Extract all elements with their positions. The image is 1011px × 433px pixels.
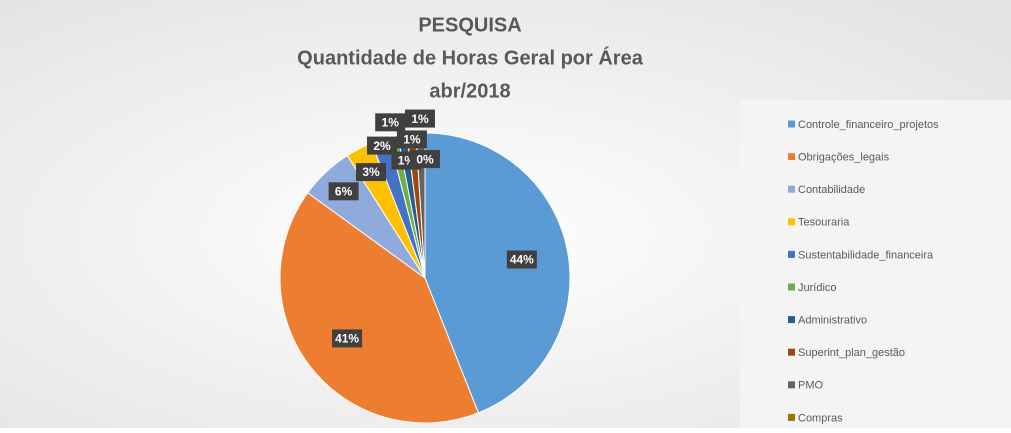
legend-swatch [788,250,795,258]
data-label-box [506,250,537,269]
data-label-box [404,109,435,128]
pie-slice [279,192,480,424]
legend-box [740,100,1011,428]
data-label: 1% [382,116,400,130]
legend-swatch [788,185,795,193]
chart-title: Quantidade de Horas Geral por Área [297,46,644,69]
data-label: 6% [335,184,353,198]
chart-title: PESQUISA [418,14,521,36]
data-label: 1% [403,133,421,147]
data-label: 1% [411,112,429,126]
data-label-box [396,130,427,149]
legend-swatch [788,348,795,356]
legend-swatch [788,381,795,389]
legend-label: Jurídico [798,282,837,294]
legend-label: Tesouraria [798,217,850,229]
data-label-box [410,150,440,169]
legend-swatch [788,413,795,421]
data-label: 3% [362,165,380,179]
legend-swatch [788,316,795,324]
legend-label: Controle_financeiro_projetos [798,119,939,131]
legend-label: Compras [798,412,843,424]
legend-label: Superint_plan_gestão [798,347,905,359]
data-label-box [366,136,397,155]
chart-title: abr/2018 [429,80,510,102]
data-label: 2% [373,139,391,153]
data-label-box [375,113,406,132]
legend-label: PMO [798,380,824,392]
legend-swatch [788,283,795,291]
data-label-box [328,182,359,201]
legend-label: Administrativo [798,315,867,327]
legend-swatch [788,153,795,161]
legend-label: Sustentabilidade_financeira [798,249,934,261]
data-label-box [356,163,387,182]
pie-slice [424,132,571,414]
legend-swatch [788,120,795,128]
data-label: 41% [335,332,359,346]
legend-label: Obrigações_legais [798,152,890,164]
data-label: 44% [510,253,534,267]
legend-label: Contabilidade [798,184,865,196]
legend-swatch [788,218,795,226]
data-label: 0% [416,152,434,166]
data-label-box [332,329,363,348]
